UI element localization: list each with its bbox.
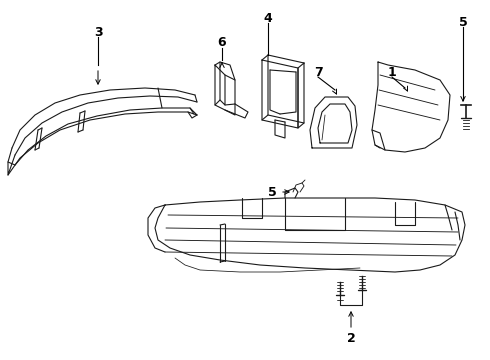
Text: 5: 5 — [459, 15, 467, 28]
Text: 4: 4 — [264, 12, 272, 24]
Text: 7: 7 — [314, 66, 322, 78]
Text: 6: 6 — [218, 36, 226, 49]
Text: 5: 5 — [268, 185, 276, 198]
Text: 2: 2 — [346, 332, 355, 345]
Text: 3: 3 — [94, 26, 102, 39]
Text: 1: 1 — [388, 66, 396, 78]
